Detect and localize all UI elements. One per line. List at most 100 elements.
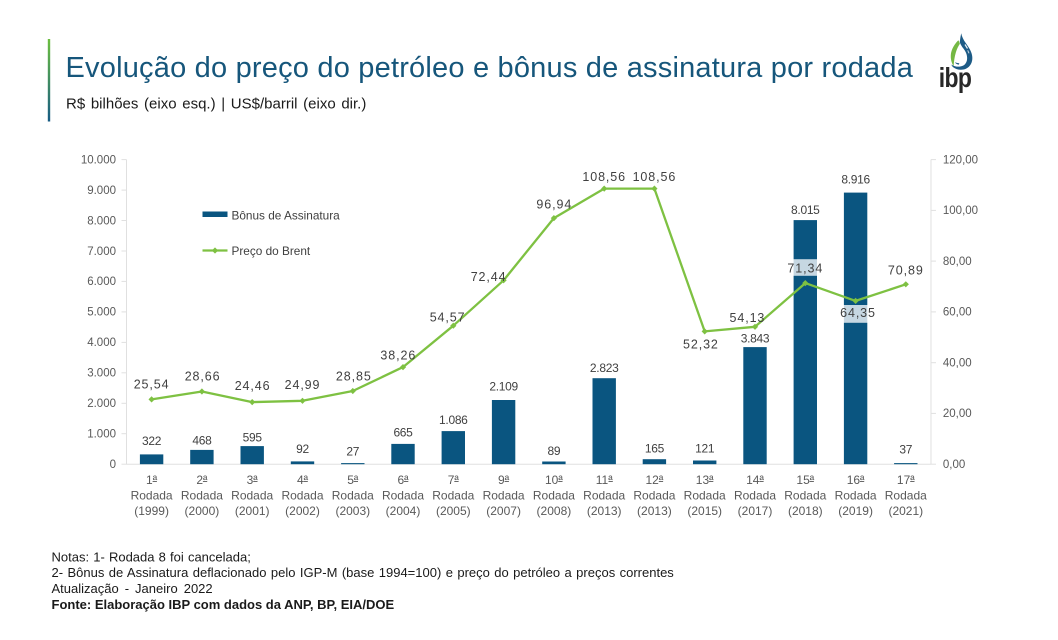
svg-text:9.000: 9.000 [87,185,116,197]
svg-text:Rodada: Rodada [483,489,525,503]
svg-text:16ª: 16ª [847,473,865,487]
svg-text:54,57: 54,57 [430,310,466,324]
svg-text:(2000): (2000) [185,504,220,518]
svg-text:2.823: 2.823 [590,361,619,375]
svg-text:Rodada: Rodada [835,489,877,503]
svg-text:7.000: 7.000 [87,246,116,258]
svg-text:3.843: 3.843 [741,332,770,346]
svg-text:1ª: 1ª [146,473,158,487]
svg-text:R$ bilhões (eixo esq.) | US$/b: R$ bilhões (eixo esq.) | US$/barril (eix… [66,96,366,113]
svg-text:6ª: 6ª [397,473,409,487]
svg-text:5.000: 5.000 [87,307,116,319]
svg-text:1.000: 1.000 [87,429,116,441]
svg-text:Rodada: Rodada [533,489,575,503]
svg-text:60,00: 60,00 [943,307,972,319]
svg-text:Rodada: Rodada [633,489,675,503]
svg-text:52,32: 52,32 [683,337,719,351]
svg-text:71,34: 71,34 [787,261,823,275]
svg-text:96,94: 96,94 [536,198,572,212]
svg-text:2ª: 2ª [196,473,208,487]
svg-text:0,00: 0,00 [943,459,965,471]
svg-text:(2004): (2004) [386,504,421,518]
svg-text:Rodada: Rodada [181,489,223,503]
svg-text:64,35: 64,35 [840,306,876,320]
svg-text:28,66: 28,66 [185,370,221,384]
svg-text:Rodada: Rodada [231,489,273,503]
svg-text:4.000: 4.000 [87,337,116,349]
svg-text:(2002): (2002) [285,504,320,518]
svg-text:468: 468 [192,434,212,448]
svg-text:(2015): (2015) [687,504,722,518]
svg-text:80,00: 80,00 [943,256,972,268]
svg-text:8.015: 8.015 [791,203,820,217]
svg-text:121: 121 [695,442,715,456]
svg-text:Rodada: Rodada [885,489,927,503]
svg-text:(2013): (2013) [587,504,622,518]
svg-text:72,44: 72,44 [471,270,507,284]
svg-text:8.000: 8.000 [87,215,116,227]
svg-text:Atualização - Janeiro 2022: Atualização - Janeiro 2022 [52,581,213,596]
svg-text:24,46: 24,46 [235,379,271,393]
svg-text:14ª: 14ª [746,473,764,487]
svg-text:40,00: 40,00 [943,358,972,370]
svg-text:Rodada: Rodada [734,489,776,503]
svg-text:54,13: 54,13 [730,311,766,325]
svg-text:24,99: 24,99 [285,378,321,392]
svg-text:665: 665 [393,425,413,439]
svg-text:12ª: 12ª [646,473,664,487]
svg-text:(2021): (2021) [888,504,923,518]
svg-text:27: 27 [346,444,359,458]
svg-text:(2019): (2019) [838,504,873,518]
svg-text:Rodada: Rodada [332,489,374,503]
svg-text:(2001): (2001) [235,504,270,518]
svg-text:108,56: 108,56 [582,170,626,184]
svg-text:20,00: 20,00 [943,408,972,420]
svg-text:1.086: 1.086 [439,413,468,427]
svg-text:Evolução do preço do petróleo: Evolução do preço do petróleo e bônus de… [66,52,914,84]
svg-text:Rodada: Rodada [131,489,173,503]
svg-text:3.000: 3.000 [87,368,116,380]
svg-text:4ª: 4ª [297,473,309,487]
svg-text:11ª: 11ª [596,473,613,487]
svg-text:595: 595 [243,430,263,444]
svg-text:92: 92 [296,442,309,456]
svg-text:10ª: 10ª [545,473,563,487]
svg-text:5ª: 5ª [347,473,359,487]
svg-text:6.000: 6.000 [87,276,116,288]
svg-text:0: 0 [110,459,116,471]
svg-text:28,85: 28,85 [336,370,372,384]
svg-text:Rodada: Rodada [583,489,625,503]
svg-text:15ª: 15ª [796,473,814,487]
svg-text:322: 322 [142,434,162,448]
svg-text:(2013): (2013) [637,504,672,518]
svg-text:3ª: 3ª [247,473,259,487]
svg-text:108,56: 108,56 [633,170,677,184]
svg-text:9ª: 9ª [498,473,510,487]
svg-text:(2018): (2018) [788,504,823,518]
svg-text:8.916: 8.916 [841,173,870,187]
svg-text:70,89: 70,89 [888,263,924,277]
svg-text:89: 89 [548,444,561,458]
svg-text:Rodada: Rodada [684,489,726,503]
svg-text:2.000: 2.000 [87,398,116,410]
svg-text:Notas: 1- Rodada 8 foi cancela: Notas: 1- Rodada 8 foi cancelada; [52,550,251,565]
svg-text:(2008): (2008) [537,504,572,518]
svg-text:Preço do Brent: Preço do Brent [232,244,311,258]
svg-text:10.000: 10.000 [81,154,116,166]
svg-text:Fonte: Elaboração IBP com dado: Fonte: Elaboração IBP com dados da ANP, … [52,597,395,612]
svg-text:38,26: 38,26 [380,349,416,363]
svg-text:Rodada: Rodada [382,489,424,503]
svg-text:(2017): (2017) [738,504,773,518]
svg-text:13ª: 13ª [696,473,714,487]
svg-text:(1999): (1999) [134,504,169,518]
svg-text:(2005): (2005) [436,504,471,518]
svg-text:25,54: 25,54 [134,378,170,392]
svg-text:2.109: 2.109 [489,380,518,394]
svg-text:Rodada: Rodada [281,489,323,503]
svg-text:165: 165 [645,442,665,456]
svg-text:(2003): (2003) [335,504,370,518]
svg-text:Rodada: Rodada [432,489,474,503]
svg-text:2- Bônus de Assinatura deflaci: 2- Bônus de Assinatura deflacionado pelo… [52,565,675,580]
svg-text:Rodada: Rodada [784,489,826,503]
svg-text:ibp: ibp [939,63,972,94]
